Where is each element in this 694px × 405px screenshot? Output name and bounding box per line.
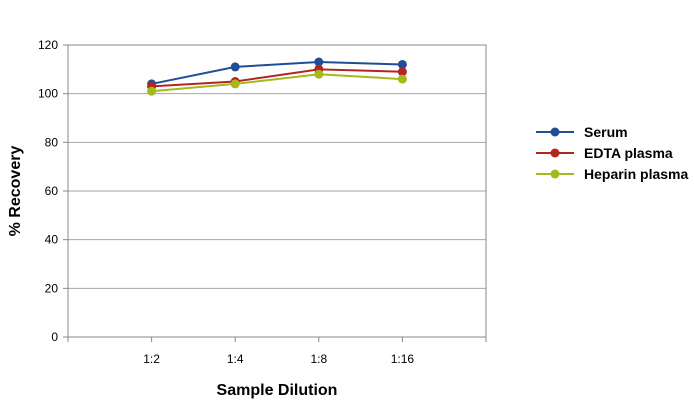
series-lines <box>147 57 407 96</box>
x-axis-ticks: 1:2 1:4 1:8 1:16 <box>67 337 487 366</box>
legend: Serum EDTA plasma Heparin plasma <box>536 124 688 182</box>
y-tick-label: 0 <box>51 330 58 344</box>
data-point <box>230 79 240 89</box>
legend-label: EDTA plasma <box>584 145 673 161</box>
series-line <box>151 68 403 88</box>
x-tick-label: 1:16 <box>391 352 415 366</box>
series-line <box>151 73 403 93</box>
y-axis-title: % Recovery <box>7 146 24 237</box>
series-heparin-plasma <box>147 69 407 96</box>
data-point <box>230 62 240 72</box>
plot-area: 0 20 40 60 80 100 120 1:2 1:4 1:8 1:16 <box>38 38 487 366</box>
y-axis-ticks: 0 20 40 60 80 100 120 <box>38 38 68 344</box>
x-tick-label: 1:8 <box>310 352 327 366</box>
data-point <box>397 67 407 77</box>
legend-entry: Heparin plasma <box>536 166 688 182</box>
legend-entry: Serum <box>536 124 628 140</box>
data-point <box>314 69 324 79</box>
grid-lines <box>68 93 486 289</box>
x-tick-label: 1:4 <box>227 352 244 366</box>
legend-entry: EDTA plasma <box>536 145 673 161</box>
series-line <box>151 61 403 85</box>
legend-marker <box>550 148 560 158</box>
y-tick-label: 80 <box>45 135 59 149</box>
data-point <box>397 74 407 84</box>
data-point <box>397 59 407 69</box>
y-tick-label: 60 <box>45 184 59 198</box>
legend-marker <box>550 169 560 179</box>
x-tick-label: 1:2 <box>143 352 160 366</box>
y-tick-label: 120 <box>38 38 58 52</box>
legend-label: Heparin plasma <box>584 166 688 182</box>
y-tick-label: 100 <box>38 87 58 101</box>
data-point <box>147 86 157 96</box>
y-tick-label: 40 <box>45 233 59 247</box>
y-tick-label: 20 <box>45 281 59 295</box>
legend-label: Serum <box>584 124 628 140</box>
legend-marker <box>550 127 560 137</box>
data-point <box>314 57 324 67</box>
x-axis-title: Sample Dilution <box>217 382 338 399</box>
